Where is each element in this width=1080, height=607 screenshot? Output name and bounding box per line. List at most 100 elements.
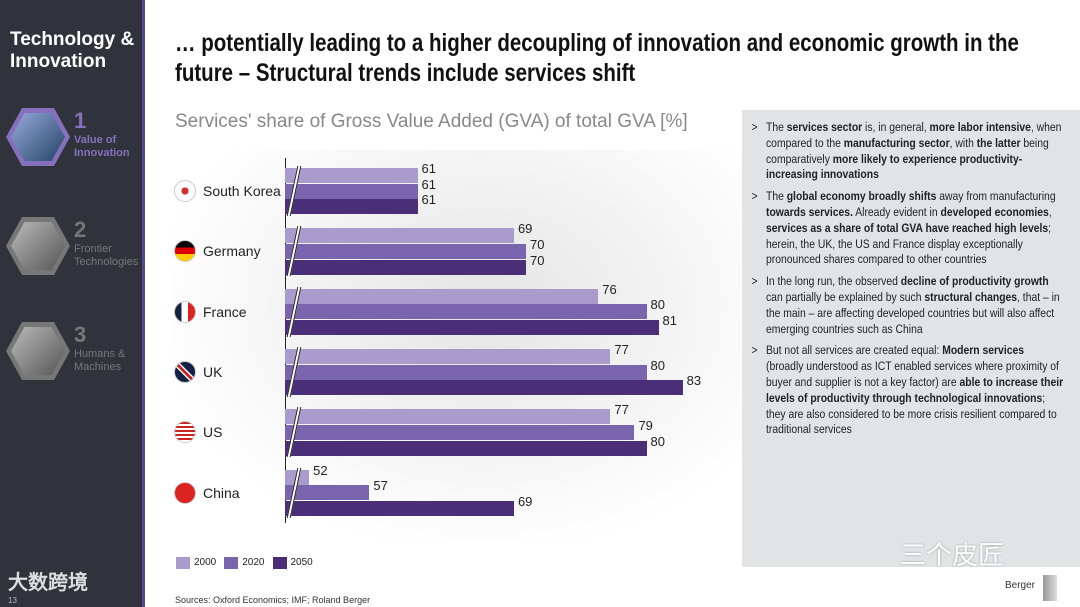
text-segment: more likely to experience productivity-i… (766, 151, 1023, 182)
category-label: South Korea (203, 183, 281, 199)
text-segment: (broadly understood as ICT enabled servi… (766, 359, 1059, 389)
sidebar-title: Technology & Innovation (10, 29, 135, 72)
section-label: Frontier Technologies (74, 243, 139, 268)
text-segment: , that – in the main – are affecting dev… (766, 289, 1060, 336)
category-label: Germany (203, 243, 261, 260)
legend-item: 2000 (176, 557, 216, 569)
data-label: 81 (662, 313, 678, 328)
text-segment: Modern services (942, 343, 1024, 358)
text-segment: can partially be explained by such (766, 289, 925, 304)
data-label: 69 (517, 493, 533, 509)
text-segment: ; they are also considered to be more cr… (766, 390, 1057, 437)
background-photo (170, 150, 740, 540)
text-segment: manufacturing sector (843, 135, 950, 150)
bar-2000 (285, 168, 418, 183)
bar-2000 (285, 409, 611, 425)
sidebar-item-section-2[interactable]: 2 Frontier Technologies (6, 217, 146, 287)
chart-title: Services' share of Gross Value Added (GV… (175, 111, 688, 132)
data-label: 80 (650, 357, 665, 373)
brand-mark-icon (1043, 575, 1057, 601)
data-label: 79 (638, 417, 653, 433)
flag-france-icon (174, 300, 196, 323)
text-segment: the latter (976, 135, 1021, 150)
data-label: 77 (614, 402, 629, 418)
category-label: China (203, 484, 240, 501)
bar-2050 (285, 320, 659, 335)
text-segment: In the long run, the observed (766, 274, 901, 289)
commentary-text: The services sector is, in general, more… (752, 120, 1064, 444)
data-label: 69 (517, 221, 533, 237)
text-segment: The (766, 189, 787, 204)
text-segment: But not all services are created equal: (766, 343, 943, 358)
bar-2020 (285, 183, 418, 199)
data-label: 52 (313, 462, 328, 478)
section-image (11, 327, 65, 375)
category-label: France (203, 303, 247, 320)
sidebar: Technology & Innovation 1 Value of Innova… (0, 0, 145, 607)
section-label: Humans & Machines (74, 348, 126, 373)
text-segment: services as a share of total GVA have re… (766, 220, 1049, 235)
text-segment: , when compared to the (766, 120, 1062, 150)
category-label: UK (203, 363, 223, 380)
bar-2020 (285, 364, 647, 380)
bar-2000 (285, 348, 611, 364)
text-segment: The (766, 120, 787, 134)
legend-swatch (176, 557, 190, 569)
sidebar-item-section-3[interactable]: 3 Humans & Machines (6, 322, 146, 392)
bullet-point: In the long run, the observed decline of… (752, 274, 1064, 337)
text-segment: structural changes (924, 289, 1018, 304)
brand-logo: Berger (1005, 580, 1036, 591)
data-label: 61 (421, 192, 437, 208)
y-axis (285, 158, 286, 523)
flag-uk-icon (174, 360, 196, 383)
flag-china-icon (174, 481, 196, 504)
page-title: … potentially leading to a higher decoup… (175, 29, 1019, 87)
bullet-point: The services sector is, in general, more… (752, 120, 1064, 183)
data-label: 80 (650, 297, 665, 313)
page-number: 13 (8, 596, 17, 605)
legend-label: 2050 (290, 557, 313, 568)
legend-item: 2020 (224, 557, 265, 569)
bullet-point: But not all services are created equal: … (752, 343, 1064, 438)
bar-2050 (285, 259, 526, 275)
data-label: 76 (602, 281, 617, 297)
legend-label: 2020 (242, 557, 265, 568)
data-label: 61 (421, 161, 437, 176)
bar-2000 (285, 288, 599, 304)
flag-germany-icon (174, 240, 196, 263)
data-label: 57 (373, 478, 388, 494)
sources: Sources: Oxford Economics; IMF; Roland B… (175, 595, 371, 605)
bar-2050 (285, 440, 647, 456)
data-label: 61 (421, 176, 437, 192)
data-label: 77 (614, 341, 629, 357)
text-segment: , with (949, 135, 977, 150)
section-number: 1 (74, 108, 87, 133)
section-number: 3 (74, 322, 87, 347)
data-label: 80 (650, 433, 665, 449)
text-segment: decline of productivity growth (900, 274, 1049, 289)
flag-south-korea-icon (174, 180, 196, 202)
bar-2000 (285, 228, 514, 244)
watermark: 三个皮匠 (900, 540, 1005, 570)
logo-text: 大数跨境 (8, 572, 88, 594)
legend-item: 2050 (272, 557, 313, 569)
legend-swatch (224, 557, 239, 569)
section-number: 2 (74, 217, 87, 242)
sidebar-item-section-1[interactable]: 1 Value of Innovation (6, 108, 146, 178)
bar-2020 (285, 424, 635, 440)
bar-2020 (285, 304, 647, 320)
section-label: Value of Innovation (74, 134, 130, 159)
text-segment: global economy broadly shifts (786, 189, 937, 204)
flag-us-icon (174, 421, 196, 444)
data-label: 70 (530, 252, 545, 268)
text-segment: away from manufacturing (936, 189, 1056, 204)
bar-2050 (285, 199, 418, 215)
data-label: 70 (530, 237, 545, 252)
bar-2020 (285, 485, 370, 501)
text-segment: , (1048, 204, 1052, 219)
legend-label: 2000 (194, 557, 217, 568)
bar-chart: South Korea 61 61 61 Germany 69 70 70 France 76 80… (174, 158, 701, 523)
bullet-point: The global economy broadly shifts away f… (752, 189, 1064, 268)
text-segment: towards services. (766, 204, 853, 219)
text-segment: ; herein, the UK, the US and France disp… (766, 220, 1052, 267)
